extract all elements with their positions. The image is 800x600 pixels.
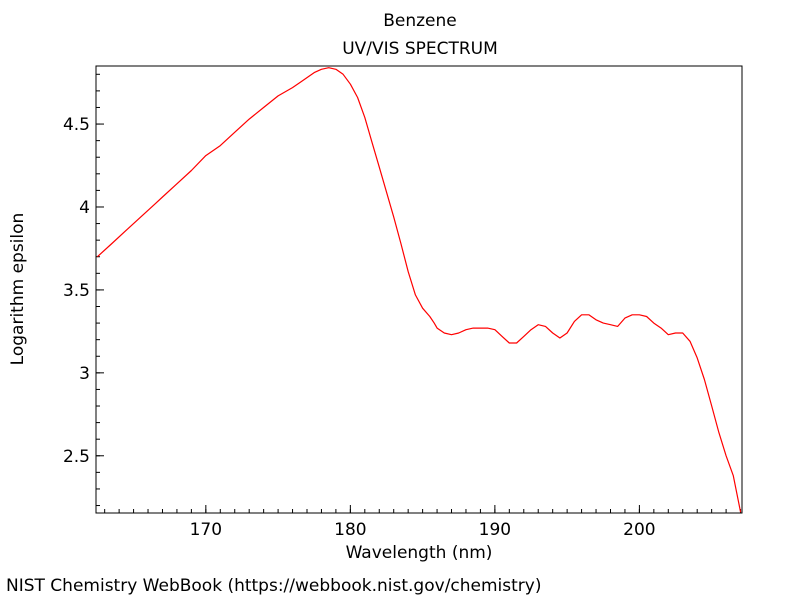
x-axis-label: Wavelength (nm)	[345, 543, 493, 563]
chart-title: Benzene	[383, 11, 457, 31]
credit-text: NIST Chemistry WebBook (https://webbook.…	[6, 576, 542, 596]
x-tick-label: 170	[190, 520, 222, 540]
y-tick-label: 4	[79, 198, 90, 218]
x-tick-label: 200	[623, 520, 655, 540]
y-tick-label: 3	[79, 364, 90, 384]
y-axis-label: Logarithm epsilon	[8, 212, 28, 366]
spectrum-line	[96, 67, 742, 513]
y-tick-label: 3.5	[63, 281, 90, 301]
plot-frame	[95, 65, 743, 514]
x-tick-label: 180	[334, 520, 366, 540]
chart-subtitle: UV/VIS SPECTRUM	[342, 39, 498, 59]
y-tick-label: 2.5	[63, 447, 90, 467]
x-tick-label: 190	[479, 520, 511, 540]
y-tick-label: 4.5	[63, 115, 90, 135]
